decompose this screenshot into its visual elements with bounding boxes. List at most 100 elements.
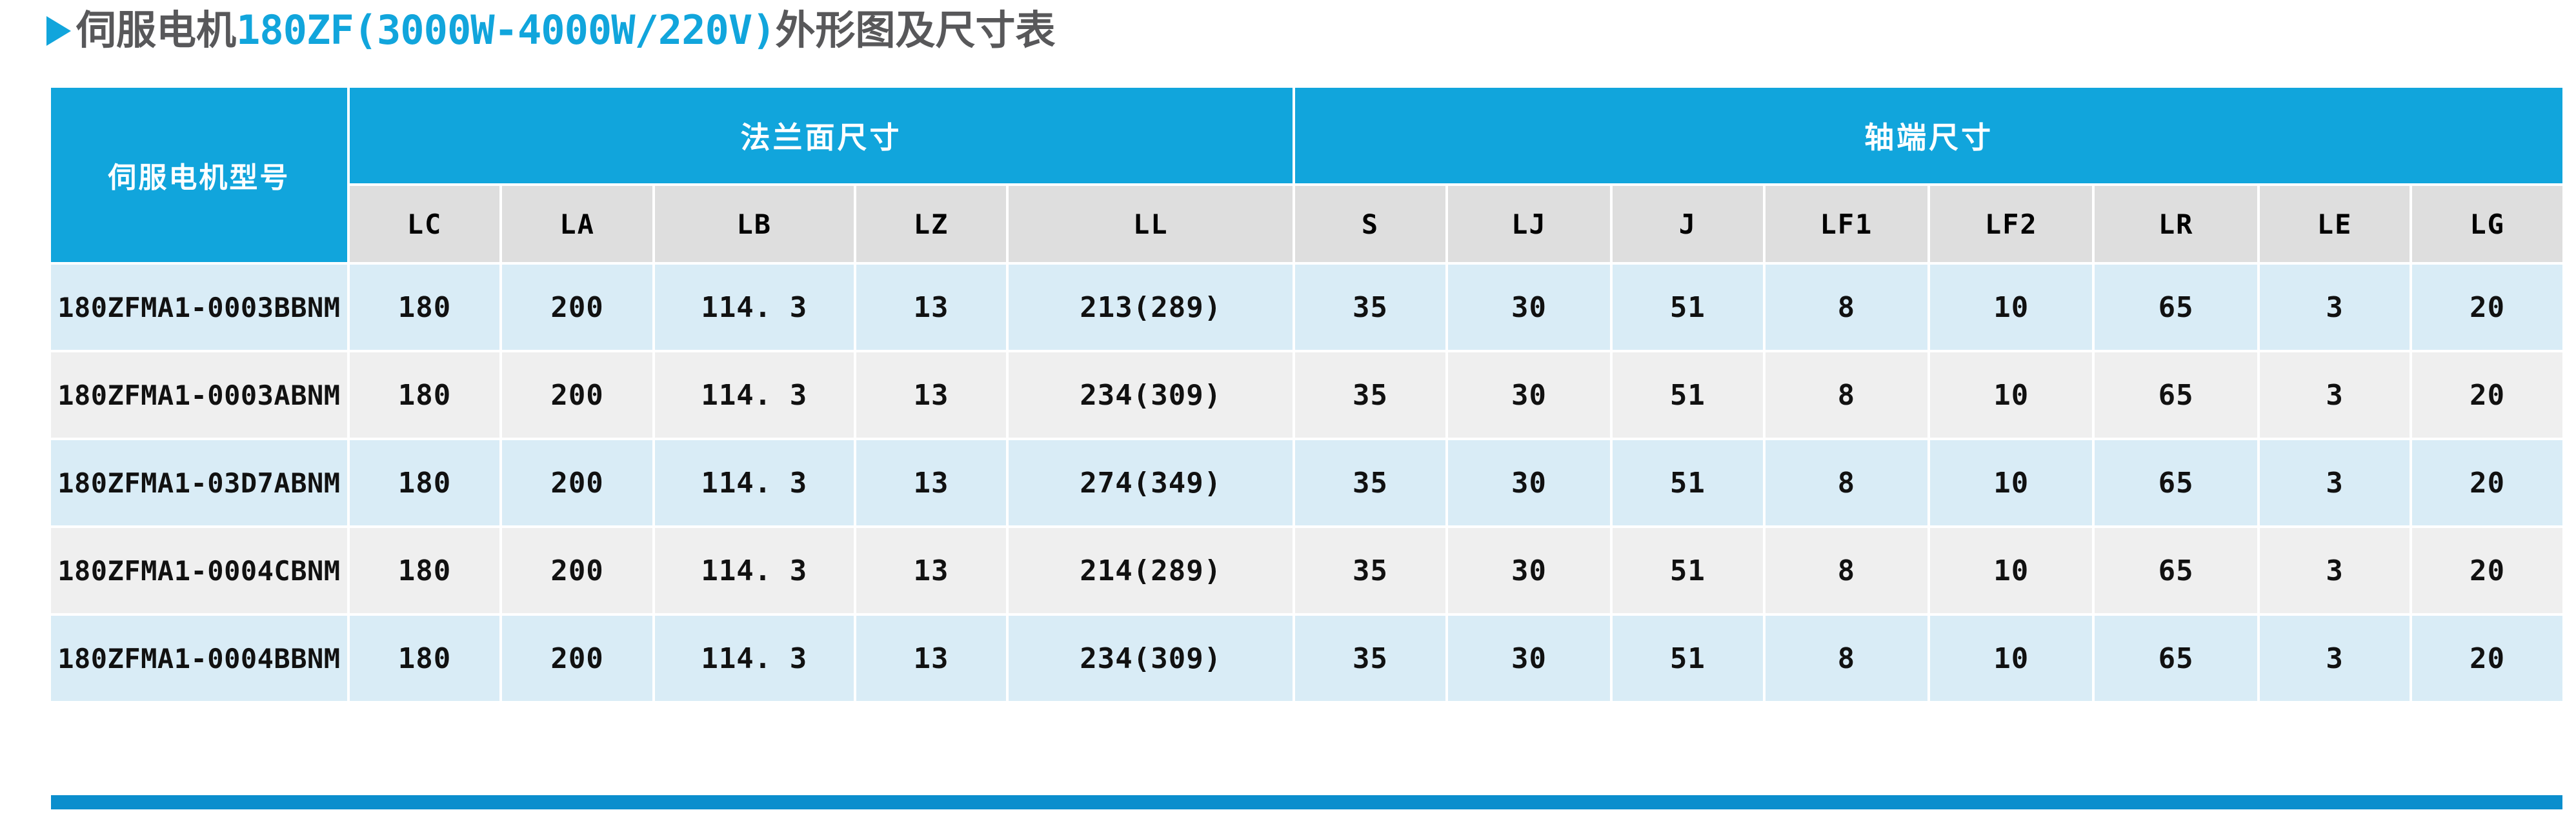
cell-lb: 114. 3: [654, 616, 854, 701]
cell-la: 200: [502, 528, 652, 613]
header-group-flange: 法兰面尺寸: [349, 88, 1293, 183]
header-col-lb: LB: [654, 186, 854, 262]
cell-lj: 30: [1447, 352, 1611, 438]
cell-s: 35: [1295, 352, 1445, 438]
title-suffix: 外形图及尺寸表: [775, 8, 1056, 53]
cell-lf1: 8: [1765, 616, 1928, 701]
cell-la: 200: [502, 265, 652, 350]
page-title: 伺服电机180ZF(3000W-4000W/220V)外形图及尺寸表: [46, 4, 1056, 57]
cell-lc: 180: [349, 265, 500, 350]
header-col-lf2: LF2: [1930, 186, 2093, 262]
cell-ll: 234(309): [1009, 352, 1293, 438]
cell-lg: 20: [2412, 265, 2562, 350]
cell-lf2: 10: [1930, 616, 2093, 701]
cell-le: 3: [2259, 352, 2410, 438]
cell-j: 51: [1613, 440, 1763, 525]
table-body: 180ZFMA1-0003BBNM 180 200 114. 3 13 213(…: [51, 265, 2562, 701]
header-col-ll: LL: [1009, 186, 1293, 262]
cell-model: 180ZFMA1-0003BBNM: [51, 265, 347, 350]
cell-lb: 114. 3: [654, 352, 854, 438]
cell-lg: 20: [2412, 616, 2562, 701]
header-col-lc: LC: [349, 186, 500, 262]
table-row: 180ZFMA1-0003BBNM 180 200 114. 3 13 213(…: [51, 265, 2562, 350]
header-col-lj: LJ: [1447, 186, 1611, 262]
title-prefix: 伺服电机: [76, 8, 237, 53]
cell-lb: 114. 3: [654, 528, 854, 613]
header-col-j: J: [1613, 186, 1763, 262]
cell-ll: 274(349): [1009, 440, 1293, 525]
cell-ll: 213(289): [1009, 265, 1293, 350]
triangle-right-icon: [46, 16, 71, 46]
dimension-table: 伺服电机型号 法兰面尺寸 轴端尺寸 LC LA LB LZ LL S LJ J …: [48, 85, 2565, 704]
header-col-lz: LZ: [856, 186, 1007, 262]
cell-j: 51: [1613, 352, 1763, 438]
cell-lz: 13: [856, 616, 1007, 701]
cell-lj: 30: [1447, 440, 1611, 525]
header-group-shaft-end: 轴端尺寸: [1295, 88, 2562, 183]
table-row: 180ZFMA1-03D7ABNM 180 200 114. 3 13 274(…: [51, 440, 2562, 525]
cell-lf2: 10: [1930, 265, 2093, 350]
cell-s: 35: [1295, 440, 1445, 525]
cell-lz: 13: [856, 352, 1007, 438]
table-bottom-accent-bar: [51, 795, 2562, 809]
header-model-column: 伺服电机型号: [51, 88, 347, 262]
cell-lc: 180: [349, 616, 500, 701]
cell-s: 35: [1295, 265, 1445, 350]
cell-model: 180ZFMA1-0004BBNM: [51, 616, 347, 701]
cell-ll: 234(309): [1009, 616, 1293, 701]
cell-lf2: 10: [1930, 352, 2093, 438]
cell-le: 3: [2259, 528, 2410, 613]
cell-le: 3: [2259, 616, 2410, 701]
header-col-lr: LR: [2095, 186, 2257, 262]
cell-lf2: 10: [1930, 440, 2093, 525]
cell-lf1: 8: [1765, 352, 1928, 438]
cell-lb: 114. 3: [654, 265, 854, 350]
cell-lr: 65: [2095, 352, 2257, 438]
cell-lz: 13: [856, 265, 1007, 350]
header-col-s: S: [1295, 186, 1445, 262]
cell-le: 3: [2259, 265, 2410, 350]
cell-lf2: 10: [1930, 528, 2093, 613]
cell-j: 51: [1613, 265, 1763, 350]
table-row: 180ZFMA1-0004BBNM 180 200 114. 3 13 234(…: [51, 616, 2562, 701]
header-col-lf1: LF1: [1765, 186, 1928, 262]
cell-lf1: 8: [1765, 265, 1928, 350]
cell-lj: 30: [1447, 265, 1611, 350]
cell-j: 51: [1613, 528, 1763, 613]
cell-lr: 65: [2095, 528, 2257, 613]
cell-ll: 214(289): [1009, 528, 1293, 613]
cell-lr: 65: [2095, 440, 2257, 525]
header-col-lg: LG: [2412, 186, 2562, 262]
cell-lr: 65: [2095, 616, 2257, 701]
cell-lg: 20: [2412, 352, 2562, 438]
cell-le: 3: [2259, 440, 2410, 525]
header-col-le: LE: [2259, 186, 2410, 262]
table-subheader-row: LC LA LB LZ LL S LJ J LF1 LF2 LR LE LG: [51, 186, 2562, 262]
cell-lg: 20: [2412, 440, 2562, 525]
cell-model: 180ZFMA1-0004CBNM: [51, 528, 347, 613]
dimension-table-wrapper: 伺服电机型号 法兰面尺寸 轴端尺寸 LC LA LB LZ LL S LJ J …: [48, 85, 2565, 704]
cell-lf1: 8: [1765, 440, 1928, 525]
cell-lg: 20: [2412, 528, 2562, 613]
cell-la: 200: [502, 616, 652, 701]
title-text: 伺服电机180ZF(3000W-4000W/220V)外形图及尺寸表: [76, 10, 1056, 51]
cell-model: 180ZFMA1-0003ABNM: [51, 352, 347, 438]
cell-s: 35: [1295, 616, 1445, 701]
cell-lr: 65: [2095, 265, 2257, 350]
cell-lf1: 8: [1765, 528, 1928, 613]
title-model-code: 180ZF(3000W-4000W/220V): [236, 6, 776, 54]
cell-la: 200: [502, 352, 652, 438]
cell-lc: 180: [349, 528, 500, 613]
cell-j: 51: [1613, 616, 1763, 701]
cell-lj: 30: [1447, 528, 1611, 613]
table-header-group-row: 伺服电机型号 法兰面尺寸 轴端尺寸: [51, 88, 2562, 262]
header-col-la: LA: [502, 186, 652, 262]
cell-lb: 114. 3: [654, 440, 854, 525]
table-row: 180ZFMA1-0003ABNM 180 200 114. 3 13 234(…: [51, 352, 2562, 438]
cell-lc: 180: [349, 440, 500, 525]
cell-lc: 180: [349, 352, 500, 438]
cell-lz: 13: [856, 440, 1007, 525]
cell-lj: 30: [1447, 616, 1611, 701]
cell-lz: 13: [856, 528, 1007, 613]
